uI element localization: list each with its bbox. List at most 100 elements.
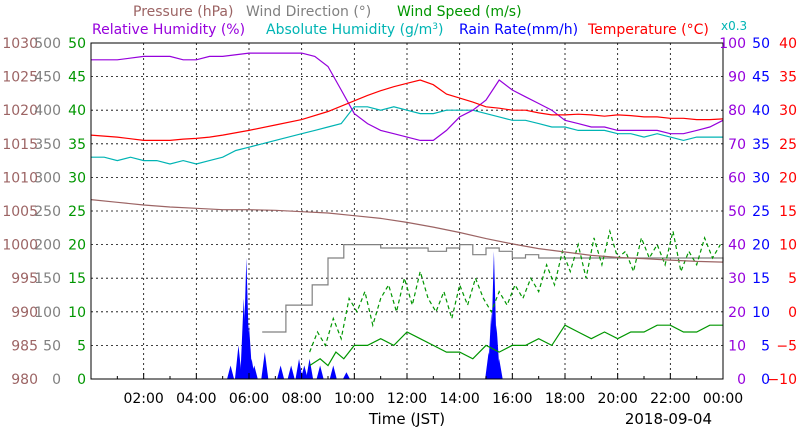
y-tick-label-wind-dir: 150 — [34, 271, 61, 287]
y-tick-label-wind-speed: 20 — [68, 238, 86, 254]
rain-rate-bar — [287, 365, 295, 379]
y-tick-label-pressure: 1030 — [2, 36, 38, 52]
legend-absolute-humidity-suffix: ) — [438, 22, 443, 38]
y-tick-label-pressure: 1015 — [2, 137, 38, 153]
x-tick-label: 16:00 — [492, 391, 532, 407]
y-tick-label-pressure: 1000 — [2, 238, 38, 254]
y-tick-label-rain-rate: 30 — [752, 170, 770, 186]
y-tick-label-rain-rate: 35 — [752, 137, 770, 153]
series-pressure-line — [90, 199, 724, 263]
y-tick-label-temperature: 0 — [788, 305, 797, 321]
y-tick-label-rain-rate: 45 — [752, 70, 770, 86]
y-tick-label-rel-humidity: 0 — [737, 372, 746, 388]
rain-rate-bar — [316, 365, 324, 379]
y-tick-label-rain-rate: 50 — [752, 36, 770, 52]
rain-rate-bar — [277, 365, 285, 379]
y-tick-label-wind-speed: 40 — [68, 103, 86, 119]
legend-rain-rate: Rain Rate(mm/h) — [459, 22, 578, 38]
y-tick-label-rel-humidity: 100 — [719, 36, 746, 52]
series-wind-gust-line — [309, 228, 721, 353]
y-tick-label-temperature: 5 — [788, 271, 797, 287]
y-tick-label-pressure: 985 — [11, 338, 38, 354]
y-tick-label-wind-speed: 30 — [68, 170, 86, 186]
y-tick-label-rel-humidity: 30 — [728, 271, 746, 287]
legend-wind-speed: Wind Speed (m/s) — [397, 4, 522, 20]
y-tick-label-rel-humidity: 10 — [728, 338, 746, 354]
x-tick-label: 00:00 — [703, 391, 743, 407]
y-tick-label-temperature: 35 — [779, 70, 797, 86]
legend-absolute-humidity-prefix: Absolute Humidity (g/m — [266, 22, 432, 38]
x-tick-label: 22:00 — [650, 391, 690, 407]
y-tick-label-wind-dir: 200 — [34, 238, 61, 254]
legend-absolute-humidity-sup: 3 — [432, 22, 438, 32]
rain-rate-bar — [495, 358, 503, 379]
legend-relative-humidity: Relative Humidity (%) — [92, 22, 245, 38]
series-abs-humidity-line — [91, 106, 723, 165]
rain-rate-bar — [300, 365, 308, 379]
series-rel-humidity-line — [91, 52, 724, 141]
x-tick-label: 12:00 — [387, 391, 427, 407]
y-tick-label-temperature: 40 — [779, 36, 797, 52]
rain-rate-bar — [234, 345, 242, 379]
y-tick-label-rel-humidity: 20 — [728, 305, 746, 321]
y-tick-label-temperature: 30 — [779, 103, 797, 119]
y-tick-label-wind-speed: 5 — [77, 338, 86, 354]
y-tick-label-wind-dir: 50 — [43, 338, 61, 354]
y-tick-label-pressure: 1010 — [2, 170, 38, 186]
date-label: 2018-09-04 — [625, 410, 712, 428]
y-tick-label-rel-humidity: 80 — [728, 103, 746, 119]
y-tick-label-wind-speed: 35 — [68, 137, 86, 153]
y-tick-label-temperature: −10 — [767, 372, 797, 388]
y-tick-label-wind-speed: 10 — [68, 305, 86, 321]
y-tick-label-rel-humidity: 70 — [728, 137, 746, 153]
legend-absolute-humidity: Absolute Humidity (g/m3) — [266, 22, 443, 38]
series-temperature-line — [90, 79, 724, 141]
y-tick-label-wind-dir: 300 — [34, 170, 61, 186]
y-tick-label-temperature: 10 — [779, 238, 797, 254]
x-tick-label: 02:00 — [123, 391, 163, 407]
chart-grid — [91, 43, 723, 379]
y-tick-label-pressure: 1025 — [2, 70, 38, 86]
y-tick-label-pressure: 1005 — [2, 204, 38, 220]
rain-rate-bar — [250, 365, 258, 379]
x-tick-label: 08:00 — [281, 391, 321, 407]
y-tick-label-wind-speed: 25 — [68, 204, 86, 220]
y-tick-label-wind-speed: 0 — [77, 372, 86, 388]
axes-layer: 02:00 04:00 06:00 08:00 10:00 12:00 14:00 16:00… — [2, 36, 797, 407]
y-tick-label-rain-rate: 5 — [761, 338, 770, 354]
x-tick-label: 10:00 — [334, 391, 374, 407]
x-axis-label: Time (JST) — [368, 410, 445, 428]
series-layer — [90, 52, 724, 379]
rain-rate-bar — [329, 365, 337, 379]
y-tick-label-wind-dir: 400 — [34, 103, 61, 119]
rain-rate-bar — [261, 352, 269, 379]
series-wind-speed-line — [309, 324, 723, 367]
legend: Pressure (hPa) Wind Direction (°) Wind S… — [92, 4, 747, 38]
y-tick-label-temperature: 20 — [779, 170, 797, 186]
y-tick-label-wind-speed: 50 — [68, 36, 86, 52]
y-tick-label-pressure: 995 — [11, 271, 38, 287]
y-tick-label-rain-rate: 40 — [752, 103, 770, 119]
y-tick-label-wind-speed: 15 — [68, 271, 86, 287]
y-tick-label-rel-humidity: 50 — [728, 204, 746, 220]
rain-rate-bar — [306, 358, 314, 379]
y-tick-label-temperature: 15 — [779, 204, 797, 220]
y-tick-label-wind-dir: 500 — [34, 36, 61, 52]
y-tick-label-temperature: −5 — [776, 338, 797, 354]
rain-rate-bar — [342, 372, 350, 379]
y-tick-label-temperature: 25 — [779, 137, 797, 153]
y-tick-label-rel-humidity: 60 — [728, 170, 746, 186]
y-tick-label-pressure: 980 — [11, 372, 38, 388]
y-tick-label-wind-speed: 45 — [68, 70, 86, 86]
y-tick-label-rain-rate: 10 — [752, 305, 770, 321]
abs-humidity-scale-note: x0.3 — [721, 19, 747, 33]
y-tick-label-pressure: 990 — [11, 305, 38, 321]
y-tick-label-wind-dir: 100 — [34, 305, 61, 321]
x-tick-label: 14:00 — [439, 391, 479, 407]
rain-rate-bar — [295, 358, 303, 379]
x-tick-label: 20:00 — [597, 391, 637, 407]
x-tick-label: 06:00 — [229, 391, 269, 407]
rain-rate-bar — [227, 365, 235, 379]
y-tick-label-rain-rate: 15 — [752, 271, 770, 287]
